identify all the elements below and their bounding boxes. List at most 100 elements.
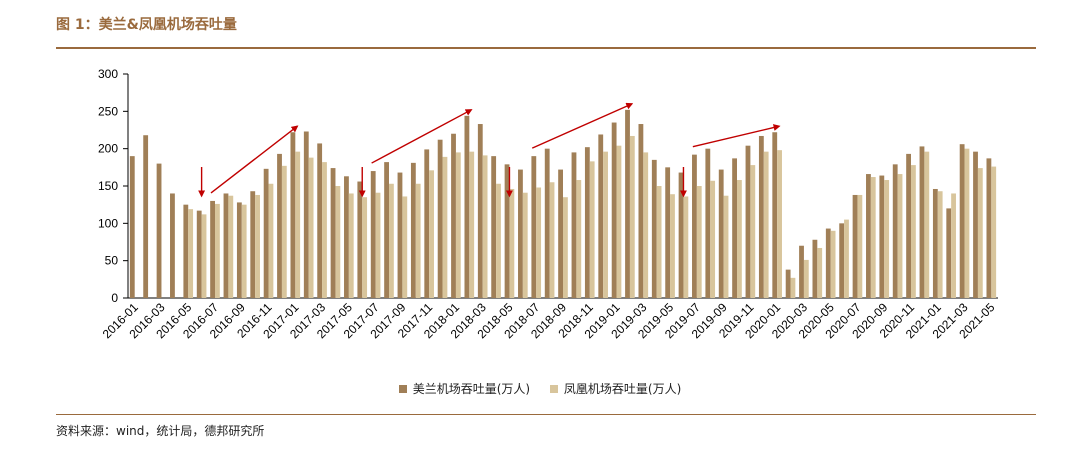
bar-meilan bbox=[973, 151, 978, 298]
bar-meilan bbox=[665, 167, 671, 298]
bar-meilan bbox=[504, 164, 510, 298]
bar-fenghuang bbox=[857, 194, 863, 298]
bar-meilan bbox=[384, 162, 389, 298]
trend-arrow bbox=[692, 124, 781, 148]
bar-fenghuang bbox=[683, 196, 689, 298]
bar-meilan bbox=[370, 171, 376, 298]
bar-fenghuang bbox=[737, 180, 742, 298]
bar-fenghuang bbox=[536, 187, 542, 298]
bar-fenghuang bbox=[924, 151, 930, 298]
bar-fenghuang bbox=[496, 183, 501, 298]
bar-fenghuang bbox=[482, 155, 488, 298]
y-tick-label: 0 bbox=[111, 291, 118, 305]
bar-fenghuang bbox=[402, 196, 408, 298]
legend-label-meilan: 美兰机场吞吐量(万人) bbox=[412, 382, 531, 396]
footer-divider bbox=[56, 414, 1036, 415]
bar-meilan bbox=[584, 147, 590, 298]
bar-fenghuang bbox=[455, 152, 461, 298]
bar-fenghuang bbox=[937, 191, 943, 298]
y-tick-label: 200 bbox=[98, 142, 118, 156]
bar-fenghuang bbox=[255, 194, 260, 298]
bar-meilan bbox=[531, 156, 537, 298]
bar-fenghuang bbox=[295, 151, 301, 298]
bar-meilan bbox=[210, 200, 215, 298]
bar-fenghuang bbox=[228, 195, 234, 298]
bar-fenghuang bbox=[696, 186, 702, 298]
bar-meilan bbox=[558, 169, 563, 298]
bar-fenghuang bbox=[763, 151, 769, 298]
bar-meilan bbox=[451, 133, 456, 298]
bar-meilan bbox=[236, 202, 242, 298]
bar-fenghuang bbox=[897, 174, 903, 298]
bar-meilan bbox=[692, 154, 697, 298]
bar-fenghuang bbox=[308, 157, 314, 298]
y-tick-label: 250 bbox=[98, 104, 118, 118]
bar-fenghuang bbox=[429, 170, 434, 298]
bar-fenghuang bbox=[415, 183, 421, 298]
bar-meilan bbox=[290, 132, 296, 298]
bar-meilan bbox=[544, 148, 550, 298]
bar-meilan bbox=[718, 169, 724, 298]
bar-meilan bbox=[879, 175, 885, 298]
bar-meilan bbox=[464, 115, 470, 299]
bar-fenghuang bbox=[656, 186, 662, 298]
bar-fenghuang bbox=[817, 247, 823, 298]
bar-fenghuang bbox=[951, 193, 956, 298]
bar-meilan bbox=[170, 193, 175, 298]
bar-meilan bbox=[410, 162, 416, 298]
bar-meilan bbox=[571, 152, 577, 298]
bar-fenghuang bbox=[911, 165, 916, 298]
bar-fenghuang bbox=[589, 161, 595, 298]
bar-meilan bbox=[758, 135, 764, 298]
bar-meilan bbox=[437, 139, 443, 298]
bar-meilan bbox=[839, 223, 845, 298]
bar-fenghuang bbox=[870, 177, 876, 298]
legend-swatch-fenghuang bbox=[549, 384, 558, 393]
bar-meilan bbox=[598, 134, 604, 298]
bar-fenghuang bbox=[335, 186, 341, 298]
bar-fenghuang bbox=[576, 180, 582, 298]
bar-fenghuang bbox=[643, 152, 649, 298]
bar-fenghuang bbox=[348, 193, 354, 298]
bar-fenghuang bbox=[509, 188, 515, 298]
bar-meilan bbox=[799, 245, 804, 298]
bar-meilan bbox=[852, 194, 858, 298]
bar-meilan bbox=[745, 145, 751, 298]
bar-fenghuang bbox=[522, 192, 528, 298]
bar-fenghuang bbox=[710, 180, 716, 298]
bar-meilan bbox=[129, 156, 135, 298]
bar-meilan bbox=[250, 191, 256, 298]
bar-meilan bbox=[491, 156, 497, 298]
bar-meilan bbox=[424, 149, 430, 298]
bar-meilan bbox=[344, 176, 349, 298]
bar-meilan bbox=[785, 269, 791, 298]
bar-meilan bbox=[303, 131, 309, 298]
legend-swatch-meilan bbox=[398, 384, 407, 393]
bar-fenghuang bbox=[268, 183, 274, 298]
bar-fenghuang bbox=[670, 194, 675, 298]
title-divider bbox=[56, 47, 1036, 49]
trend-arrow bbox=[210, 125, 299, 194]
bar-fenghuang bbox=[188, 209, 194, 298]
bar-fenghuang bbox=[322, 162, 327, 298]
trend-arrow bbox=[531, 102, 634, 149]
bar-meilan bbox=[143, 135, 149, 298]
bar-meilan bbox=[330, 168, 336, 298]
chart-legend: 美兰机场吞吐量(万人) 凤凰机场吞吐量(万人) bbox=[0, 380, 1080, 397]
bar-meilan bbox=[651, 159, 657, 298]
bar-meilan bbox=[183, 204, 189, 298]
legend-label-fenghuang: 凤凰机场吞吐量(万人) bbox=[563, 382, 682, 396]
bar-fenghuang bbox=[201, 214, 207, 298]
bar-meilan bbox=[892, 164, 898, 298]
bar-fenghuang bbox=[215, 203, 220, 298]
bar-meilan bbox=[678, 172, 684, 298]
bar-meilan bbox=[866, 174, 871, 298]
bar-meilan bbox=[812, 239, 818, 298]
bar-meilan bbox=[906, 153, 911, 298]
y-tick-label: 50 bbox=[105, 254, 119, 268]
bar-meilan bbox=[919, 146, 925, 298]
bar-fenghuang bbox=[629, 135, 635, 298]
bar-meilan bbox=[357, 181, 363, 298]
bar-fenghuang bbox=[442, 156, 448, 298]
